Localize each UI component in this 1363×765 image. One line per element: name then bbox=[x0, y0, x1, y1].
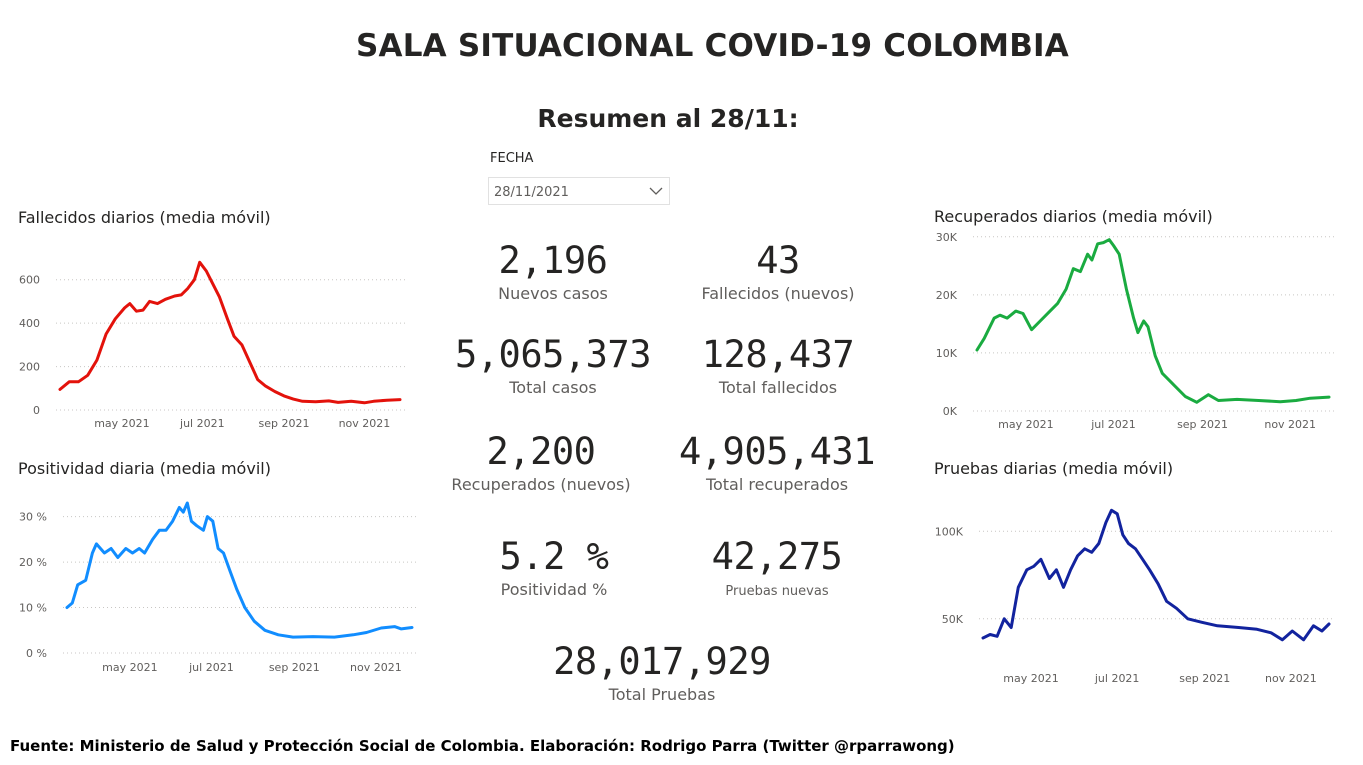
x-tick-label: sep 2021 bbox=[269, 661, 320, 674]
chevron-down-icon[interactable] bbox=[649, 184, 663, 202]
series-line-positividad[interactable] bbox=[65, 501, 414, 639]
x-tick-label: sep 2021 bbox=[259, 417, 310, 430]
kpi-label: Positividad % bbox=[500, 580, 608, 599]
series-line-recuperados[interactable] bbox=[975, 238, 1331, 404]
kpi-total-fallecidos: 128,437 Total fallecidos bbox=[668, 333, 888, 398]
x-tick-label: may 2021 bbox=[102, 661, 157, 674]
kpi-value: 128,437 bbox=[701, 333, 855, 376]
y-tick-label: 200 bbox=[19, 361, 40, 374]
series-line-pruebas[interactable] bbox=[981, 508, 1331, 642]
kpi-value: 2,196 bbox=[498, 239, 608, 282]
series-line-fallecidos[interactable] bbox=[58, 260, 402, 405]
chart-title-positividad: Positividad diaria (media móvil) bbox=[18, 459, 271, 478]
y-tick-label: 30K bbox=[936, 231, 958, 244]
pruebas-line-chart[interactable]: 50K 100K may 2021 jul 2021 sep 2021 nov 2021 bbox=[915, 495, 1345, 695]
kpi-value: 43 bbox=[756, 239, 800, 282]
kpi-label: Total Pruebas bbox=[608, 685, 716, 704]
recuperados-line-chart[interactable]: 0K 10K 20K 30K may 2021 jul 2021 sep 2021 nov 2… bbox=[915, 230, 1345, 440]
kpi-label: Recuperados (nuevos) bbox=[451, 475, 631, 494]
kpi-label: Total recuperados bbox=[705, 475, 849, 494]
kpi-recuperados-nuevos: 2,200 Recuperados (nuevos) bbox=[441, 430, 641, 495]
x-tick-label: nov 2021 bbox=[1264, 418, 1316, 431]
kpi-total-casos: 5,065,373 Total casos bbox=[443, 333, 663, 398]
kpi-positividad: 5.2 % Positividad % bbox=[454, 535, 654, 600]
x-tick-label: may 2021 bbox=[1003, 672, 1058, 685]
x-tick-label: jul 2021 bbox=[188, 661, 234, 674]
positividad-line-chart[interactable]: 0 % 10 % 20 % 30 % may 2021 jul 2021 sep 2021 n… bbox=[0, 495, 430, 685]
source-footer: Fuente: Ministerio de Salud y Protección… bbox=[10, 737, 955, 755]
kpi-value: 5,065,373 bbox=[455, 333, 651, 376]
y-tick-label: 50K bbox=[942, 613, 964, 626]
kpi-value: 5.2 % bbox=[499, 535, 609, 578]
x-tick-label: nov 2021 bbox=[1265, 672, 1317, 685]
x-tick-label: jul 2021 bbox=[1094, 672, 1140, 685]
kpi-label: Total fallecidos bbox=[718, 378, 838, 397]
x-tick-label: may 2021 bbox=[998, 418, 1053, 431]
y-tick-label: 10K bbox=[936, 347, 958, 360]
kpi-value: 2,200 bbox=[486, 430, 596, 473]
kpi-total-recuperados: 4,905,431 Total recuperados bbox=[657, 430, 897, 495]
kpi-value: 28,017,929 bbox=[553, 640, 771, 683]
y-tick-label: 0 % bbox=[26, 647, 47, 660]
kpi-label: Total casos bbox=[509, 378, 597, 397]
date-filter-label: FECHA bbox=[490, 151, 534, 166]
page-title: SALA SITUACIONAL COVID-19 COLOMBIA bbox=[355, 28, 1069, 64]
x-tick-label: sep 2021 bbox=[1179, 672, 1230, 685]
y-tick-label: 10 % bbox=[19, 602, 47, 615]
kpi-value: 42,275 bbox=[711, 535, 843, 578]
x-tick-label: jul 2021 bbox=[179, 417, 225, 430]
y-tick-label: 30 % bbox=[19, 511, 47, 524]
date-filter-dropdown[interactable]: 28/11/2021 bbox=[488, 177, 670, 205]
y-tick-label: 600 bbox=[19, 274, 40, 287]
x-tick-label: sep 2021 bbox=[1177, 418, 1228, 431]
y-tick-label: 100K bbox=[935, 525, 964, 538]
kpi-fallecidos-nuevos: 43 Fallecidos (nuevos) bbox=[678, 239, 878, 304]
chart-title-pruebas: Pruebas diarias (media móvil) bbox=[934, 459, 1174, 478]
kpi-label: Fallecidos (nuevos) bbox=[701, 284, 855, 303]
y-tick-label: 0K bbox=[943, 405, 958, 418]
summary-heading: Resumen al 28/11: bbox=[537, 104, 799, 133]
kpi-label: Nuevos casos bbox=[498, 284, 608, 303]
x-tick-label: nov 2021 bbox=[339, 417, 391, 430]
kpi-pruebas-nuevas: 42,275 Pruebas nuevas bbox=[677, 535, 877, 600]
kpi-label: Pruebas nuevas bbox=[725, 584, 829, 599]
y-tick-label: 400 bbox=[19, 317, 40, 330]
y-tick-label: 0 bbox=[33, 404, 40, 417]
x-tick-label: nov 2021 bbox=[350, 661, 402, 674]
date-filter-value: 28/11/2021 bbox=[494, 185, 569, 200]
y-tick-label: 20 % bbox=[19, 556, 47, 569]
y-tick-label: 20K bbox=[936, 289, 958, 302]
fallecidos-line-chart[interactable]: 0 200 400 600 may 2021 jul 2021 sep 2021 nov 20… bbox=[0, 240, 420, 440]
kpi-value: 4,905,431 bbox=[679, 430, 875, 473]
kpi-nuevos-casos: 2,196 Nuevos casos bbox=[453, 239, 653, 304]
x-tick-label: may 2021 bbox=[94, 417, 149, 430]
x-tick-label: jul 2021 bbox=[1090, 418, 1136, 431]
kpi-total-pruebas: 28,017,929 Total Pruebas bbox=[532, 640, 792, 705]
chart-title-fallecidos: Fallecidos diarios (media móvil) bbox=[18, 208, 271, 227]
chart-title-recuperados: Recuperados diarios (media móvil) bbox=[934, 207, 1213, 226]
